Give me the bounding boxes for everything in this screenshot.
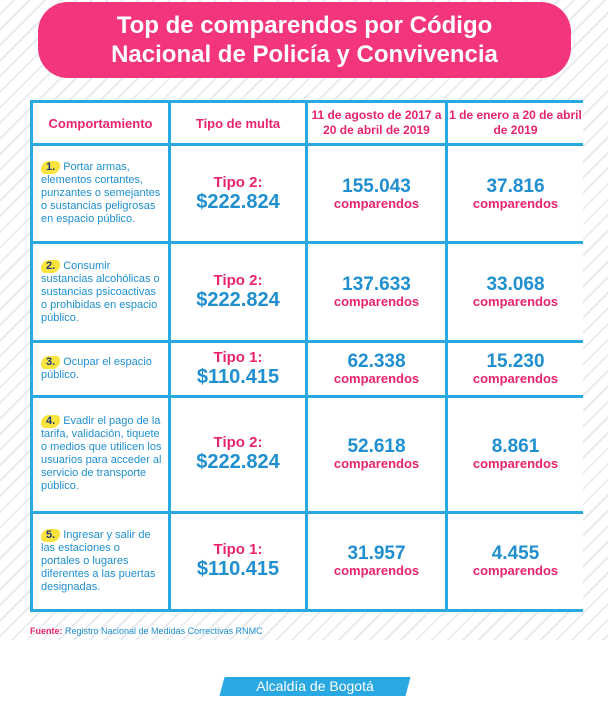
- fine-amount: $110.415: [196, 558, 280, 581]
- fine-type: Tipo 2:: [213, 272, 263, 290]
- behavior-cell: 2. Consumir sustancias alcohólicas o sust…: [33, 244, 168, 340]
- count-value: 33.068: [486, 274, 545, 296]
- source-note: Fuente: Registro Nacional de Medidas Cor…: [30, 626, 263, 636]
- fine-cell: Tipo 2: $222.824: [171, 146, 305, 242]
- fine-amount: $222.824: [196, 451, 280, 474]
- fine-cell: Tipo 1: $110.415: [171, 342, 305, 396]
- fine-amount: $222.824: [196, 190, 280, 213]
- fine-amount: $222.824: [196, 289, 280, 312]
- fine-cell: Tipo 2: $222.824: [171, 398, 305, 511]
- header-comportamiento: Comportamiento: [33, 103, 168, 143]
- count-unit: comparendos: [472, 195, 559, 211]
- count-cell-period-1: 62.338 comparendos: [308, 342, 445, 396]
- count-unit: comparendos: [333, 294, 420, 310]
- behavior-text: Consumir sustancias alcohólicas o sustan…: [41, 259, 160, 324]
- fine-type: Tipo 2:: [213, 173, 263, 191]
- row-number-badge: 3.: [41, 355, 61, 369]
- count-value: 62.338: [347, 350, 406, 372]
- behavior-cell: 1. Portar armas, elementos cortantes, pun…: [33, 146, 168, 242]
- brand-logo-text: Alcaldía de Bogotá: [256, 678, 374, 694]
- row-number-badge: 1.: [41, 161, 61, 175]
- header-tipo-multa: Tipo de multa: [171, 103, 305, 143]
- count-cell-period-2: 33.068 comparendos: [448, 244, 583, 340]
- count-unit: comparendos: [333, 195, 420, 211]
- count-cell-period-2: 8.861 comparendos: [448, 398, 583, 511]
- count-cell-period-1: 137.633 comparendos: [308, 244, 445, 340]
- count-unit: comparendos: [333, 456, 420, 472]
- behavior-text: Evadir el pago de la tarifa, validación,…: [41, 415, 162, 493]
- count-unit: comparendos: [333, 370, 420, 386]
- count-value: 8.861: [491, 436, 540, 458]
- table-row: 3. Ocupar el espacio público. Tipo 1: $11…: [33, 342, 583, 396]
- row-number-badge: 4.: [41, 415, 61, 429]
- title-line-2: Nacional de Policía y Convivencia: [111, 41, 498, 68]
- header-row: Comportamiento Tipo de multa 11 de agost…: [33, 103, 583, 143]
- fine-type: Tipo 2:: [213, 434, 263, 452]
- table-row: 5. Ingresar y salir de las estaciones o p…: [33, 513, 583, 609]
- header-period-2: 1 de enero a 20 de abril de 2019: [448, 103, 583, 143]
- table-row: 4. Evadir el pago de la tarifa, validació…: [33, 398, 583, 511]
- table-row: 1. Portar armas, elementos cortantes, pun…: [33, 146, 583, 242]
- title-banner: Top de comparendos por Código Nacional d…: [38, 2, 571, 78]
- count-cell-period-1: 31.957 comparendos: [308, 513, 445, 609]
- source-text: Registro Nacional de Medidas Correctivas…: [65, 626, 263, 636]
- count-value: 4.455: [491, 543, 540, 565]
- behavior-text: Ocupar el espacio público.: [41, 355, 152, 381]
- count-cell-period-2: 37.816 comparendos: [448, 146, 583, 242]
- row-number-badge: 5.: [41, 528, 61, 542]
- behavior-cell: 4. Evadir el pago de la tarifa, validació…: [33, 398, 168, 511]
- count-value: 155.043: [342, 175, 411, 197]
- count-cell-period-1: 155.043 comparendos: [308, 146, 445, 242]
- behavior-cell: 5. Ingresar y salir de las estaciones o p…: [33, 513, 168, 609]
- count-unit: comparendos: [472, 294, 559, 310]
- fine-cell: Tipo 2: $222.824: [171, 244, 305, 340]
- count-cell-period-2: 15.230 comparendos: [448, 342, 583, 396]
- count-unit: comparendos: [333, 563, 420, 579]
- fine-cell: Tipo 1: $110.415: [171, 513, 305, 609]
- count-value: 15.230: [486, 350, 545, 372]
- data-table: Comportamiento Tipo de multa 11 de agost…: [30, 100, 586, 612]
- header-period-1: 11 de agosto de 2017 a 20 de abril de 20…: [308, 103, 445, 143]
- behavior-text: Portar armas, elementos cortantes, punza…: [41, 161, 161, 226]
- comparendos-table: Comportamiento Tipo de multa 11 de agost…: [30, 100, 583, 612]
- count-unit: comparendos: [472, 456, 559, 472]
- count-unit: comparendos: [472, 563, 559, 579]
- title-line-1: Top de comparendos por Código: [116, 12, 493, 39]
- fine-type: Tipo 1:: [213, 541, 263, 559]
- behavior-text: Ingresar y salir de las estaciones o por…: [41, 528, 156, 593]
- count-value: 137.633: [342, 274, 411, 296]
- count-cell-period-2: 4.455 comparendos: [448, 513, 583, 609]
- count-value: 52.618: [347, 436, 406, 458]
- row-number-badge: 2.: [41, 259, 61, 273]
- fine-type: Tipo 1:: [213, 348, 263, 366]
- count-unit: comparendos: [472, 370, 559, 386]
- count-cell-period-1: 52.618 comparendos: [308, 398, 445, 511]
- source-label: Fuente:: [30, 626, 63, 636]
- count-value: 31.957: [347, 543, 406, 565]
- count-value: 37.816: [486, 175, 545, 197]
- behavior-cell: 3. Ocupar el espacio público.: [33, 342, 168, 396]
- fine-amount: $110.415: [196, 365, 280, 388]
- table-row: 2. Consumir sustancias alcohólicas o sust…: [33, 244, 583, 340]
